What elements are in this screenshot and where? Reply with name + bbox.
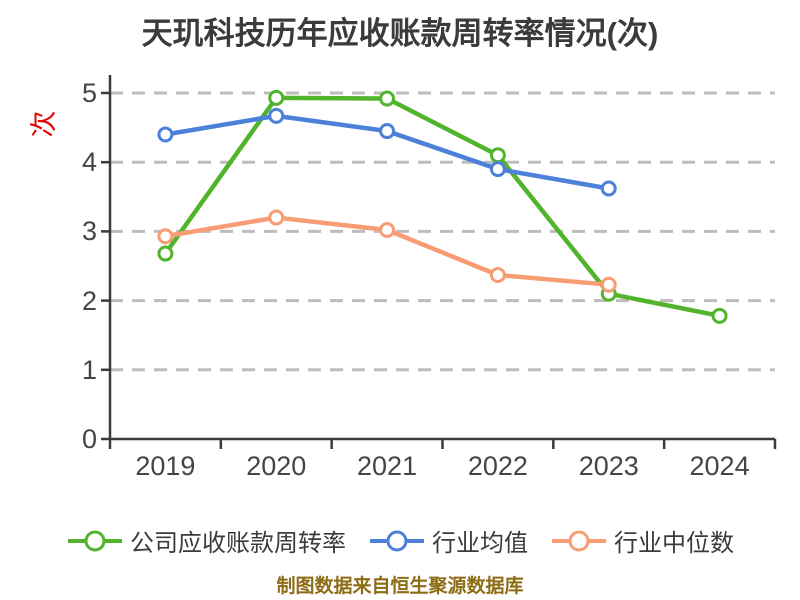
data-point-marker	[379, 222, 396, 239]
legend: 公司应收账款周转率 行业均值 行业中位数	[68, 523, 734, 558]
chart-title: 天玑科技历年应收账款周转率情况(次)	[141, 16, 659, 51]
y-tick-label: 0	[81, 424, 97, 454]
legend-item: 公司应收账款周转率	[68, 523, 346, 558]
x-tick-label: 2022	[467, 451, 528, 481]
data-point-marker	[711, 307, 728, 324]
data-point-marker	[268, 107, 285, 124]
data-point-marker	[268, 89, 285, 106]
data-point-marker	[379, 90, 396, 107]
x-tick-label: 2023	[578, 451, 639, 481]
x-tick-label: 2024	[689, 451, 750, 481]
y-tick-label: 2	[81, 285, 97, 316]
footer-credit: 制图数据来自恒生聚源数据库	[276, 576, 524, 597]
data-point-marker	[489, 266, 506, 283]
data-point-marker	[600, 276, 617, 293]
data-point-marker	[157, 245, 174, 262]
legend-label: 行业中位数	[614, 530, 734, 557]
legend-marker-icon	[552, 530, 606, 551]
y-tick-label: 3	[81, 216, 97, 247]
data-point-marker	[379, 123, 396, 140]
data-point-marker	[157, 126, 174, 143]
data-point-marker	[489, 147, 506, 164]
series-line	[163, 95, 722, 319]
data-point-marker	[600, 180, 617, 197]
legend-marker-icon	[68, 530, 122, 551]
x-tick-label: 2021	[357, 451, 418, 481]
x-tick-label: 2020	[246, 451, 307, 481]
y-tick-label: 4	[81, 147, 97, 178]
y-tick-label: 1	[81, 354, 97, 385]
legend-label: 行业均值	[432, 530, 528, 557]
data-point-marker	[268, 209, 285, 226]
legend-item: 行业中位数	[552, 523, 734, 558]
legend-item: 行业均值	[370, 523, 528, 558]
data-point-marker	[489, 161, 506, 178]
x-tick-label: 2019	[135, 451, 196, 481]
data-point-marker	[157, 228, 174, 245]
y-tick-label: 5	[81, 78, 97, 108]
legend-label: 公司应收账款周转率	[130, 530, 346, 557]
legend-marker-icon	[370, 530, 424, 551]
